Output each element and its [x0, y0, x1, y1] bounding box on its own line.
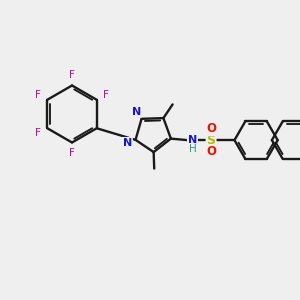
Text: F: F	[103, 89, 109, 100]
Text: F: F	[35, 128, 41, 139]
Text: F: F	[35, 89, 41, 100]
Text: F: F	[69, 70, 75, 80]
Text: O: O	[206, 122, 216, 135]
Text: F: F	[69, 148, 75, 158]
Text: S: S	[207, 134, 216, 147]
Text: H: H	[189, 144, 197, 154]
Text: N: N	[132, 107, 141, 117]
Text: N: N	[188, 135, 197, 145]
Text: N: N	[123, 138, 132, 148]
Text: O: O	[206, 145, 216, 158]
